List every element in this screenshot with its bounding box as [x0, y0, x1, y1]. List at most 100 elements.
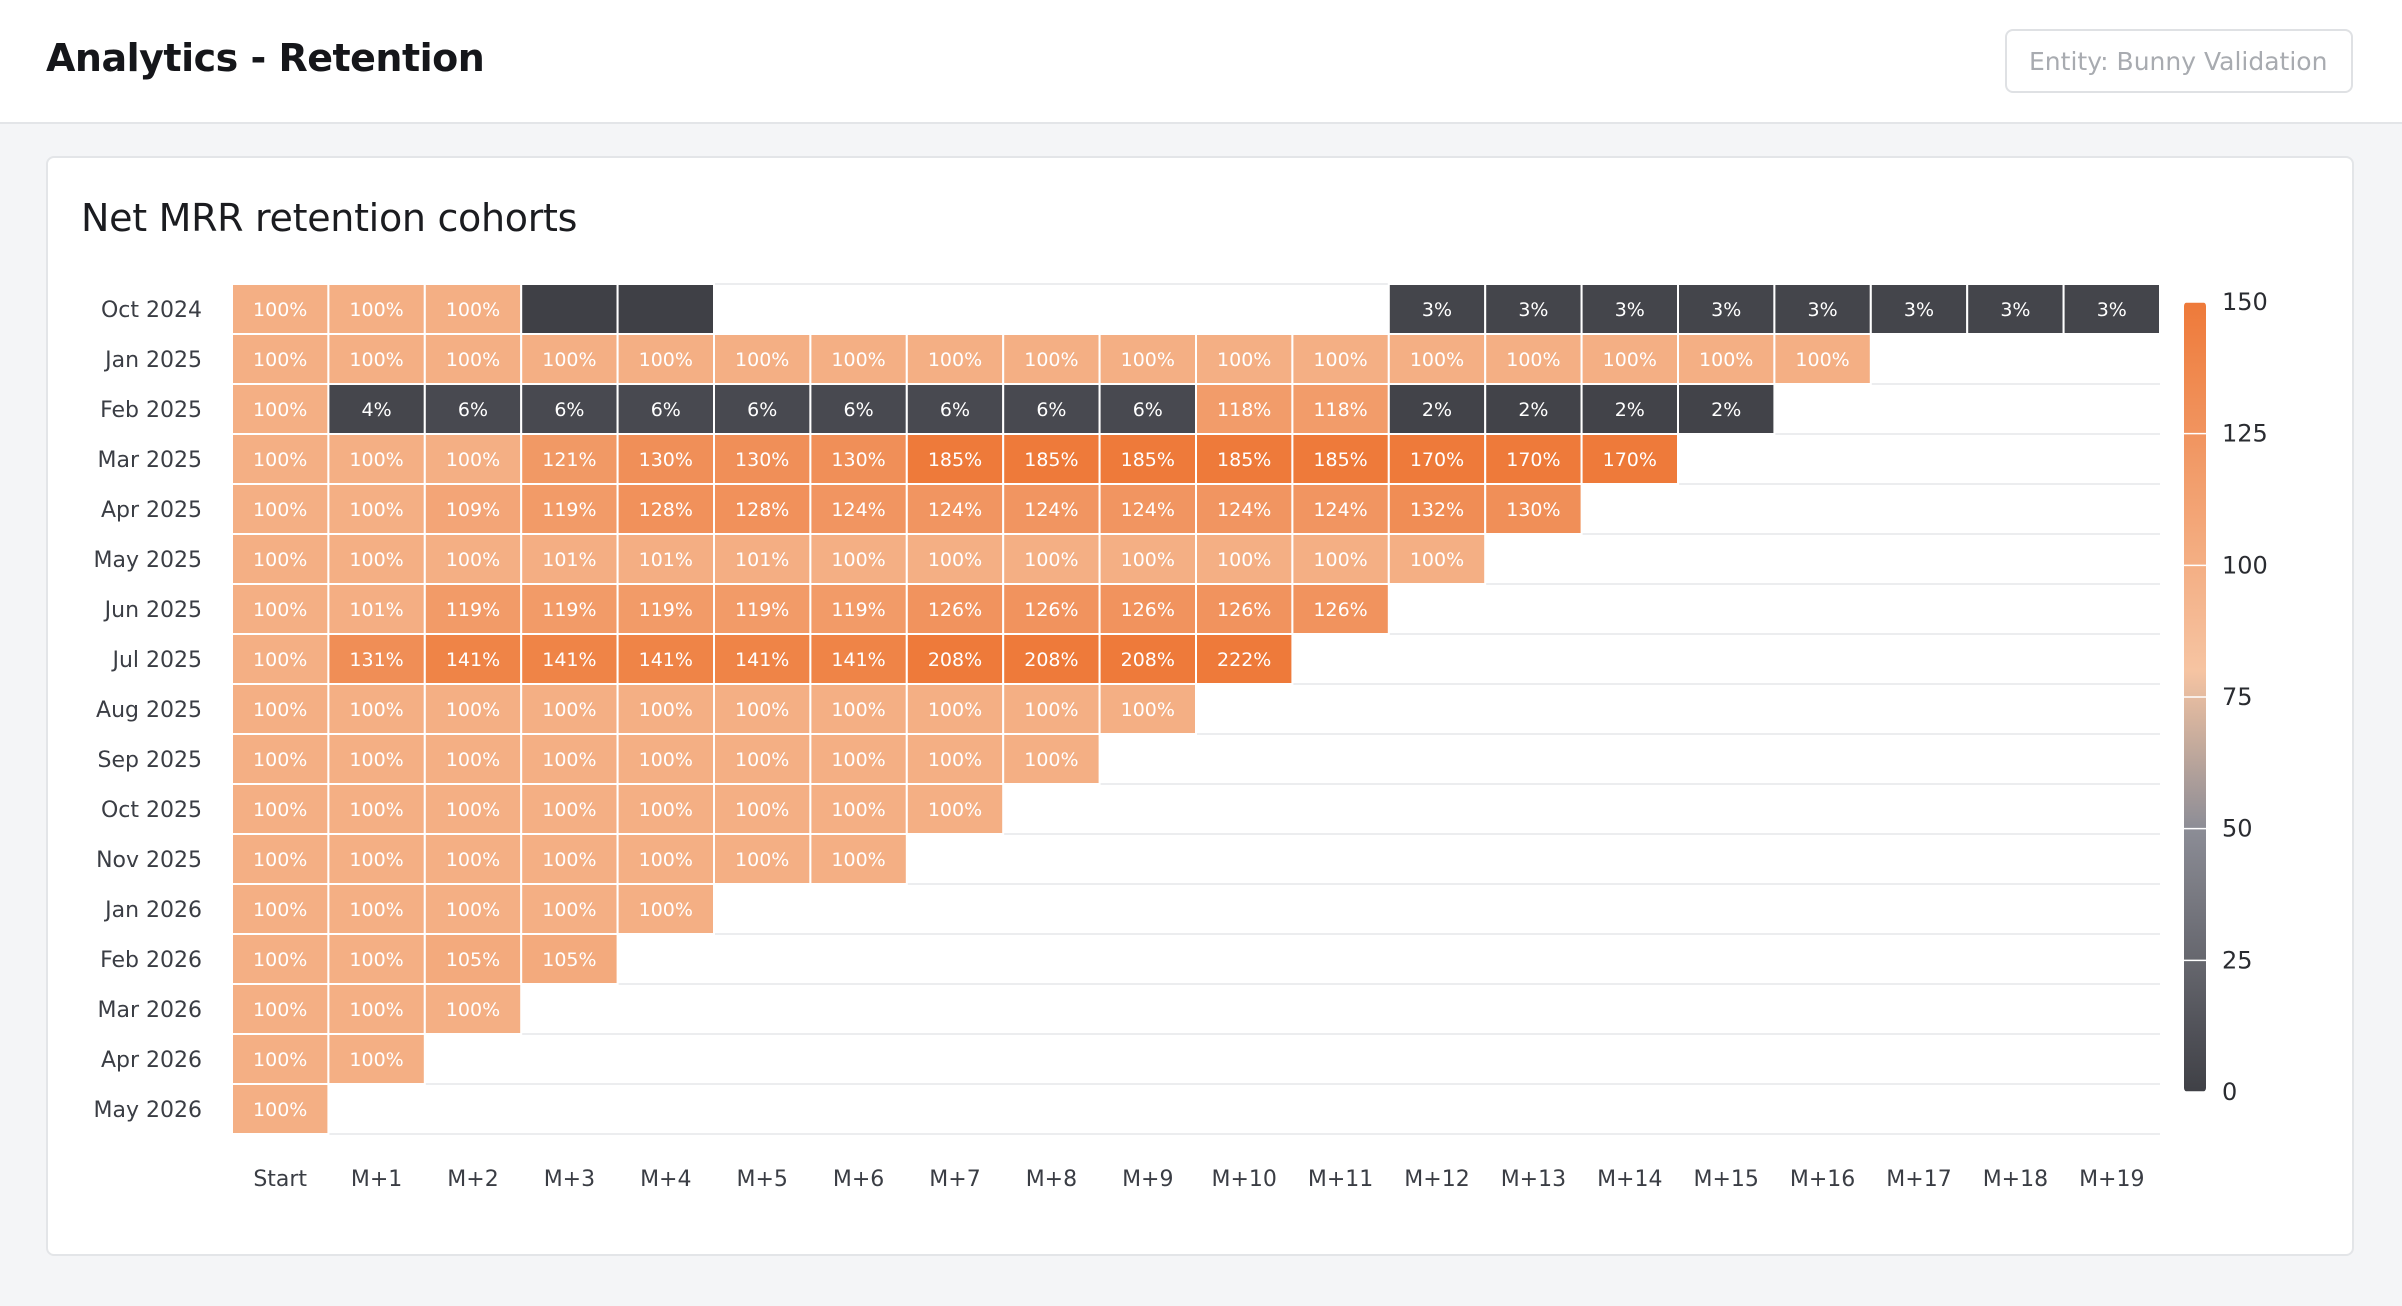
heatmap-cell[interactable] [1098, 483, 1197, 535]
heatmap-cell[interactable] [231, 833, 330, 885]
heatmap-cell[interactable] [1002, 683, 1101, 735]
heatmap-cell[interactable] [1773, 283, 1872, 335]
heatmap-cell[interactable] [713, 733, 812, 785]
heatmap-cell[interactable] [2062, 283, 2161, 335]
heatmap-cell[interactable] [616, 633, 715, 685]
heatmap-cell[interactable] [1869, 283, 1969, 335]
heatmap-cell[interactable] [1098, 433, 1197, 485]
heatmap-cell[interactable] [1677, 383, 1776, 435]
heatmap-cell[interactable] [423, 733, 523, 785]
heatmap-cell[interactable] [1580, 383, 1679, 435]
heatmap-cell[interactable] [905, 583, 1005, 635]
heatmap-cell[interactable] [520, 833, 619, 885]
heatmap-cell[interactable] [520, 433, 619, 485]
heatmap-cell[interactable] [713, 833, 812, 885]
heatmap-cell[interactable] [327, 633, 426, 685]
heatmap-cell[interactable] [423, 583, 523, 635]
heatmap-cell[interactable] [231, 783, 330, 835]
heatmap-cell[interactable] [1195, 583, 1294, 635]
heatmap-cell[interactable] [520, 283, 619, 335]
heatmap-cell[interactable] [231, 533, 330, 585]
heatmap-cell[interactable] [713, 333, 812, 385]
heatmap-cell[interactable] [231, 1033, 330, 1085]
heatmap-cell[interactable] [1291, 483, 1390, 535]
heatmap-cell[interactable] [1387, 533, 1487, 585]
heatmap-cell[interactable] [1002, 333, 1101, 385]
heatmap-cell[interactable] [520, 533, 619, 585]
heatmap-cell[interactable] [1098, 683, 1197, 735]
heatmap-cell[interactable] [423, 533, 523, 585]
heatmap-cell[interactable] [1002, 383, 1101, 435]
heatmap-cell[interactable] [1291, 333, 1390, 385]
heatmap-cell[interactable] [1195, 533, 1294, 585]
heatmap-cell[interactable] [1387, 483, 1487, 535]
heatmap-cell[interactable] [327, 733, 426, 785]
heatmap-cell[interactable] [423, 333, 523, 385]
heatmap-cell[interactable] [327, 933, 426, 985]
heatmap-cell[interactable] [1291, 433, 1390, 485]
heatmap-cell[interactable] [231, 883, 330, 935]
heatmap-cell[interactable] [520, 333, 619, 385]
heatmap-cell[interactable] [231, 683, 330, 735]
heatmap-cell[interactable] [327, 483, 426, 535]
heatmap-cell[interactable] [905, 433, 1005, 485]
heatmap-cell[interactable] [1291, 583, 1390, 635]
entity-filter-input[interactable] [2005, 29, 2353, 93]
heatmap-cell[interactable] [1195, 633, 1294, 685]
heatmap-cell[interactable] [905, 383, 1005, 435]
heatmap-cell[interactable] [713, 433, 812, 485]
heatmap-cell[interactable] [231, 583, 330, 635]
heatmap-cell[interactable] [1387, 383, 1487, 435]
heatmap-cell[interactable] [1002, 533, 1101, 585]
heatmap-cell[interactable] [327, 433, 426, 485]
heatmap-cell[interactable] [1484, 483, 1583, 535]
heatmap-cell[interactable] [520, 783, 619, 835]
heatmap-cell[interactable] [1098, 533, 1197, 585]
heatmap-cell[interactable] [616, 283, 715, 335]
heatmap-cell[interactable] [1002, 733, 1101, 785]
heatmap-cell[interactable] [1580, 433, 1679, 485]
heatmap-cell[interactable] [905, 733, 1005, 785]
heatmap-cell[interactable] [231, 333, 330, 385]
heatmap-cell[interactable] [1195, 333, 1294, 385]
heatmap-cell[interactable] [520, 933, 619, 985]
heatmap-cell[interactable] [905, 533, 1005, 585]
heatmap-cell[interactable] [520, 633, 619, 685]
heatmap-cell[interactable] [327, 383, 426, 435]
heatmap-cell[interactable] [713, 633, 812, 685]
heatmap-cell[interactable] [905, 783, 1005, 835]
heatmap-cell[interactable] [1002, 483, 1101, 535]
heatmap-cell[interactable] [616, 683, 715, 735]
heatmap-cell[interactable] [231, 633, 330, 685]
heatmap-cell[interactable] [423, 983, 523, 1035]
heatmap-cell[interactable] [616, 583, 715, 635]
heatmap-cell[interactable] [1002, 633, 1101, 685]
heatmap-cell[interactable] [1002, 583, 1101, 635]
heatmap-cell[interactable] [327, 883, 426, 935]
heatmap-cell[interactable] [1387, 283, 1487, 335]
heatmap-cell[interactable] [423, 283, 523, 335]
heatmap-cell[interactable] [713, 533, 812, 585]
heatmap-cell[interactable] [1387, 333, 1487, 385]
heatmap-cell[interactable] [231, 433, 330, 485]
heatmap-cell[interactable] [809, 433, 908, 485]
heatmap-cell[interactable] [520, 883, 619, 935]
heatmap-cell[interactable] [1291, 383, 1390, 435]
heatmap-cell[interactable] [520, 683, 619, 735]
heatmap-cell[interactable] [809, 383, 908, 435]
heatmap-cell[interactable] [327, 1033, 426, 1085]
heatmap-cell[interactable] [713, 583, 812, 635]
heatmap-cell[interactable] [616, 883, 715, 935]
heatmap-cell[interactable] [713, 683, 812, 735]
heatmap-cell[interactable] [1580, 333, 1679, 385]
heatmap-cell[interactable] [231, 1083, 330, 1135]
heatmap-cell[interactable] [231, 383, 330, 435]
heatmap-cell[interactable] [809, 633, 908, 685]
heatmap-cell[interactable] [616, 533, 715, 585]
heatmap-cell[interactable] [1966, 283, 2065, 335]
heatmap-cell[interactable] [327, 583, 426, 635]
heatmap-cell[interactable] [1195, 433, 1294, 485]
heatmap-cell[interactable] [327, 683, 426, 735]
heatmap-cell[interactable] [809, 833, 908, 885]
heatmap-cell[interactable] [616, 333, 715, 385]
